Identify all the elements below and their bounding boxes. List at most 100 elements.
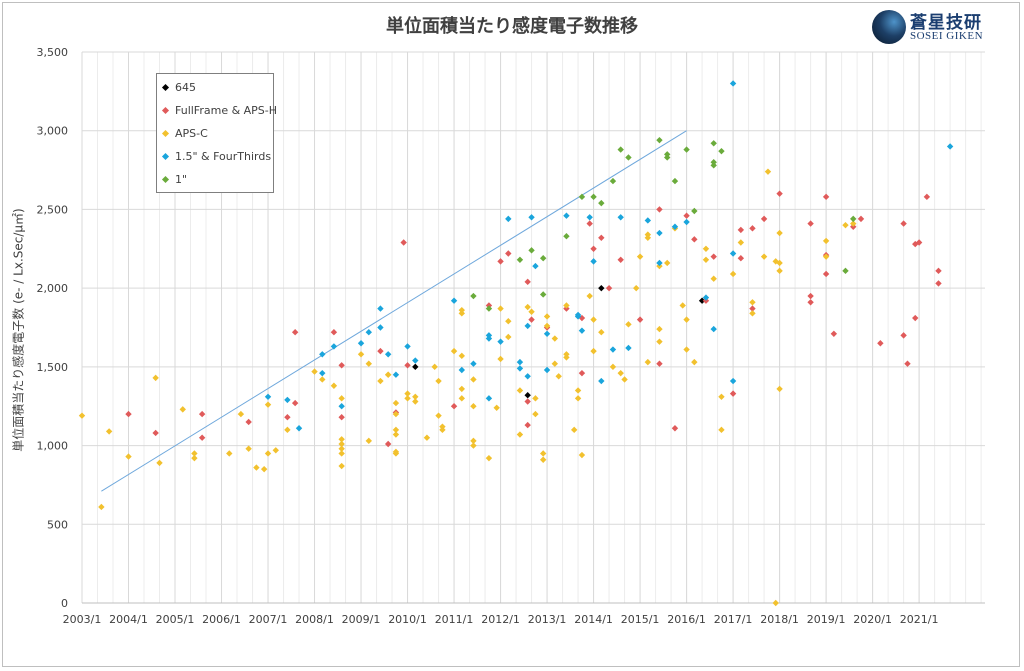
data-point [377, 305, 384, 312]
data-point [458, 366, 466, 374]
data-point [264, 450, 272, 457]
data-point [539, 450, 547, 457]
y-tick-label: 0 [61, 597, 68, 610]
data-point [125, 410, 132, 418]
data-point [710, 275, 717, 282]
data-point [822, 270, 830, 278]
x-tick-label: 2003/1 [63, 613, 102, 626]
data-point [656, 259, 663, 267]
y-tick-label: 1,500 [37, 361, 69, 374]
data-point [760, 253, 768, 260]
data-point [392, 426, 400, 434]
data-point [578, 369, 586, 377]
data-point [485, 454, 493, 462]
data-point [718, 147, 725, 155]
data-point [365, 329, 372, 336]
data-point [377, 324, 384, 331]
data-point [505, 250, 512, 257]
data-point [644, 358, 652, 366]
data-point [605, 284, 613, 292]
data-point [392, 450, 400, 457]
data-point [625, 154, 632, 161]
legend-label: 1" [175, 173, 188, 186]
y-tick-label: 2,500 [37, 203, 69, 216]
data-point [524, 421, 531, 429]
data-point [284, 426, 291, 434]
x-tick-label: 2020/1 [853, 613, 892, 626]
data-point [710, 162, 717, 169]
legend-item: 645 [161, 81, 196, 94]
data-point [683, 146, 690, 153]
data-point [683, 212, 690, 219]
x-tick-label: 2007/1 [249, 613, 288, 626]
data-point [729, 250, 737, 257]
data-point [392, 399, 400, 407]
legend-item: FullFrame & APS-H [161, 104, 277, 117]
data-point [683, 346, 690, 353]
data-point [609, 346, 617, 353]
data-point [505, 333, 512, 341]
data-point [698, 297, 706, 304]
data-point [543, 330, 551, 337]
data-point [485, 305, 493, 312]
data-point [822, 193, 830, 201]
data-point [935, 267, 942, 275]
data-point [644, 217, 652, 224]
x-tick-label: 2010/1 [388, 613, 427, 626]
data-point [539, 291, 547, 298]
data-point [625, 344, 632, 352]
data-point [198, 434, 206, 441]
data-point [563, 212, 570, 219]
legend-label: 645 [175, 81, 196, 94]
data-point [718, 393, 725, 400]
data-point [384, 351, 392, 358]
data-point [400, 239, 407, 246]
data-point [470, 437, 477, 445]
data-point [539, 456, 547, 463]
data-point [435, 412, 442, 419]
data-point [505, 318, 512, 325]
data-point [598, 284, 605, 292]
legend-item: 1.5" & FourThirds [161, 150, 272, 163]
data-point [357, 340, 365, 347]
data-point [609, 363, 617, 371]
data-point [729, 80, 737, 87]
data-point [850, 215, 857, 223]
data-point [636, 316, 644, 323]
data-point [822, 253, 830, 260]
data-point [191, 450, 198, 457]
data-point [493, 404, 500, 411]
data-point [365, 437, 372, 445]
data-point [900, 332, 907, 339]
data-point [105, 428, 113, 435]
data-point [330, 382, 338, 389]
data-point [563, 302, 570, 309]
legend-label: 1.5" & FourThirds [175, 150, 272, 163]
data-point [198, 410, 206, 418]
data-point [904, 360, 911, 367]
data-point [609, 177, 617, 185]
data-point [245, 445, 252, 452]
data-point [807, 292, 814, 300]
data-point [470, 403, 477, 410]
legend-label: APS-C [175, 127, 208, 140]
data-point [524, 303, 531, 311]
data-point [857, 215, 865, 223]
y-tick-label: 1,000 [37, 440, 69, 453]
x-tick-label: 2004/1 [109, 613, 148, 626]
data-point [284, 396, 291, 404]
data-point [152, 374, 159, 382]
data-point [764, 168, 772, 175]
data-point [253, 464, 260, 471]
legend-diamond-icon [161, 106, 170, 114]
x-tick-label: 2018/1 [760, 613, 799, 626]
trend-line [101, 130, 687, 492]
data-point [524, 398, 531, 405]
data-point [245, 418, 252, 426]
x-tick-label: 2013/1 [528, 613, 567, 626]
data-point [590, 245, 597, 252]
y-tick-label: 3,000 [37, 125, 69, 138]
chart-title: 単位面積当たり感度電子数推移 [386, 16, 638, 37]
